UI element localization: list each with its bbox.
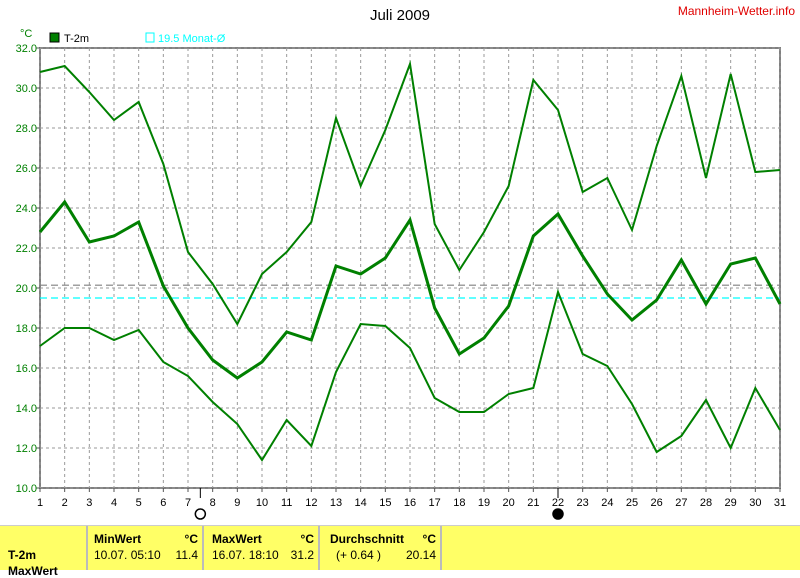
x-tick-label: 31 [774,497,786,509]
x-tick-label: 17 [429,497,441,509]
y-tick-label: 32.0 [16,43,37,55]
min-unit: °C [185,532,198,546]
min-header: MinWert [94,532,141,546]
x-tick-label: 20 [503,497,515,509]
y-tick-label: 12.0 [16,443,37,455]
x-tick-label: 25 [626,497,638,509]
y-unit-label: °C [20,28,32,40]
x-tick-label: 10 [256,497,268,509]
y-tick-label: 22.0 [16,243,37,255]
legend-swatch-t2m [50,33,59,42]
avg-unit: °C [423,532,436,546]
x-tick-label: 1 [37,497,43,509]
min-date: 10.07. 05:10 [94,548,161,562]
x-tick-label: 28 [700,497,712,509]
max-unit: °C [301,532,314,546]
x-tick-label: 16 [404,497,416,509]
x-tick-label: 22 [552,497,564,509]
x-tick-label: 23 [577,497,589,509]
legend-label-avg: 19.5 Monat-Ø [158,33,226,45]
chart-title: Juli 2009 [370,7,430,24]
x-tick-label: 11 [281,497,292,509]
y-tick-label: 18.0 [16,323,37,335]
new-moon-icon [553,509,563,519]
y-tick-label: 28.0 [16,123,37,135]
min-value: 11.4 [176,548,198,562]
legend-label-t2m: T-2m [64,33,89,45]
x-tick-label: 18 [453,497,465,509]
temperature-chart: Juli 2009 Mannheim-Wetter.info °C T-2m 1… [0,0,800,525]
x-tick-label: 26 [651,497,663,509]
brand-label: Mannheim-Wetter.info [678,4,795,18]
max-cell: MaxWert °C 16.07. 18:10 31.2 [204,526,320,570]
avg-value: 20.14 [406,548,436,562]
max-header: MaxWert [212,532,262,546]
max-value: 31.2 [291,548,314,562]
y-tick-label: 30.0 [16,83,37,95]
stats-table: T-2m MaxWert MinWert °C 10.07. 05:10 11.… [0,525,800,570]
x-tick-label: 3 [86,497,92,509]
full-moon-icon [195,509,205,519]
min-cell: MinWert °C 10.07. 05:10 11.4 [88,526,204,570]
legend-swatch-avg [146,33,154,42]
y-tick-label: 20.0 [16,283,37,295]
y-tick-label: 16.0 [16,363,37,375]
y-tick-label: 24.0 [16,203,37,215]
x-tick-label: 12 [305,497,317,509]
x-tick-label: 14 [355,497,367,509]
x-tick-label: 21 [527,497,539,509]
avg-header: Durchschnitt [330,532,404,546]
x-tick-label: 9 [234,497,240,509]
y-tick-label: 10.0 [16,483,37,495]
row-label-2: MaxWert [8,564,58,578]
x-tick-label: 2 [62,497,68,509]
x-tick-label: 30 [749,497,761,509]
row-label: T-2m [8,548,36,562]
x-tick-label: 5 [136,497,142,509]
x-tick-label: 8 [210,497,216,509]
avg-cell: Durchschnitt °C (+ 0.64 ) 20.14 [320,526,442,570]
x-tick-label: 13 [330,497,342,509]
x-tick-label: 27 [675,497,687,509]
y-tick-label: 26.0 [16,163,37,175]
x-tick-label: 4 [111,497,117,509]
row-label-cell: T-2m MaxWert [0,526,88,570]
x-tick-label: 6 [160,497,166,509]
max-date: 16.07. 18:10 [212,548,279,562]
y-tick-label: 14.0 [16,403,37,415]
x-tick-label: 19 [478,497,490,509]
x-tick-label: 15 [379,497,391,509]
avg-delta: (+ 0.64 ) [336,548,381,562]
x-tick-label: 7 [185,497,191,509]
x-tick-label: 29 [725,497,737,509]
x-tick-label: 24 [601,497,613,509]
